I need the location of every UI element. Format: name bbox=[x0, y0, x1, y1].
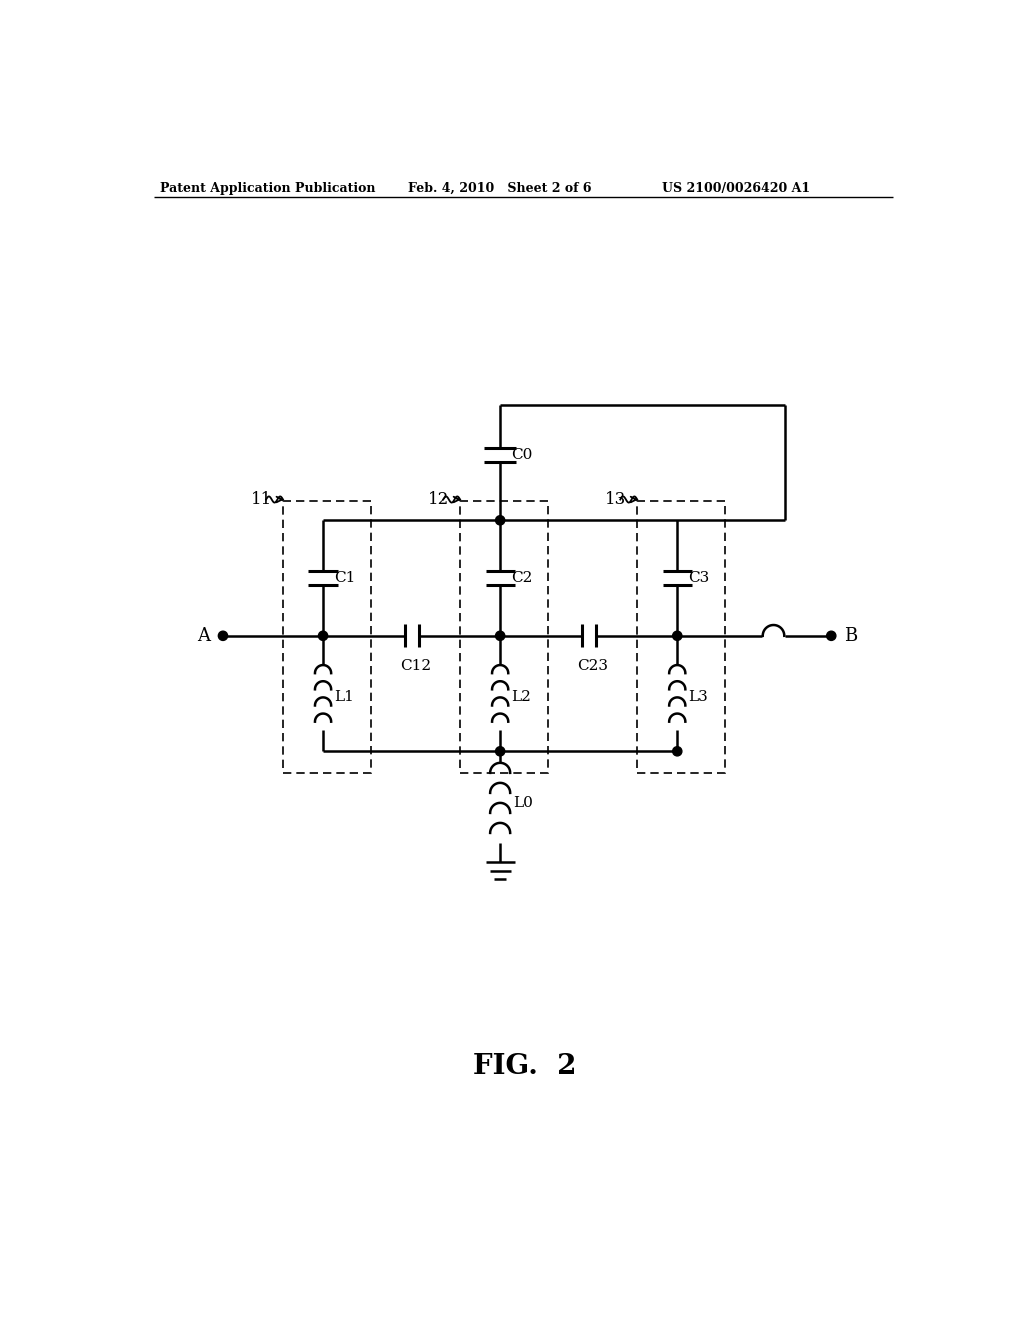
Text: A: A bbox=[198, 627, 210, 644]
Text: C2: C2 bbox=[511, 572, 532, 585]
Circle shape bbox=[673, 747, 682, 756]
Circle shape bbox=[496, 747, 505, 756]
Text: L0: L0 bbox=[513, 796, 534, 810]
Circle shape bbox=[318, 631, 328, 640]
Text: C0: C0 bbox=[511, 447, 532, 462]
Text: Feb. 4, 2010   Sheet 2 of 6: Feb. 4, 2010 Sheet 2 of 6 bbox=[408, 182, 591, 194]
Text: C3: C3 bbox=[688, 572, 710, 585]
Text: C12: C12 bbox=[400, 659, 431, 673]
Circle shape bbox=[496, 516, 505, 525]
Text: Patent Application Publication: Patent Application Publication bbox=[160, 182, 376, 194]
Text: C1: C1 bbox=[334, 572, 355, 585]
Text: FIG.  2: FIG. 2 bbox=[473, 1053, 577, 1081]
Text: B: B bbox=[844, 627, 857, 644]
Text: C23: C23 bbox=[578, 659, 608, 673]
Bar bbox=[460, 502, 548, 774]
Text: 13: 13 bbox=[605, 491, 626, 508]
Text: L2: L2 bbox=[511, 690, 530, 705]
Text: US 2100/0026420 A1: US 2100/0026420 A1 bbox=[662, 182, 810, 194]
Text: L1: L1 bbox=[334, 690, 353, 705]
Circle shape bbox=[218, 631, 227, 640]
Circle shape bbox=[496, 631, 505, 640]
Text: 12: 12 bbox=[428, 491, 450, 508]
Bar bbox=[283, 502, 371, 774]
Text: 11: 11 bbox=[251, 491, 272, 508]
Circle shape bbox=[673, 631, 682, 640]
Text: L3: L3 bbox=[688, 690, 708, 705]
Bar bbox=[637, 502, 725, 774]
Circle shape bbox=[826, 631, 836, 640]
